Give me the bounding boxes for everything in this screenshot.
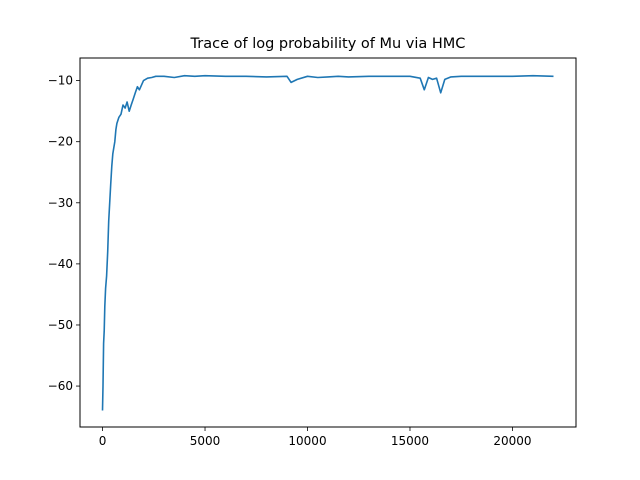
y-axis: −60 −50 −40 −30 −20 −10 <box>48 74 80 393</box>
x-axis: 0 5000 10000 15000 20000 <box>99 427 532 448</box>
trace-line <box>101 74 554 411</box>
y-tick-label: −30 <box>48 196 73 210</box>
x-tick-label: 10000 <box>288 434 326 448</box>
y-tick-label: −60 <box>48 379 73 393</box>
x-tick-label: 5000 <box>190 434 221 448</box>
y-tick-label: −40 <box>48 257 73 271</box>
x-tick-label: 20000 <box>493 434 531 448</box>
chart-title: Trace of log probability of Mu via HMC <box>190 36 466 52</box>
y-tick-label: −10 <box>48 74 73 88</box>
plot-frame <box>79 57 577 428</box>
y-tick-label: −20 <box>48 135 73 149</box>
y-tick-label: −50 <box>48 318 73 332</box>
x-tick-label: 15000 <box>391 434 429 448</box>
x-tick-label: 0 <box>99 434 107 448</box>
